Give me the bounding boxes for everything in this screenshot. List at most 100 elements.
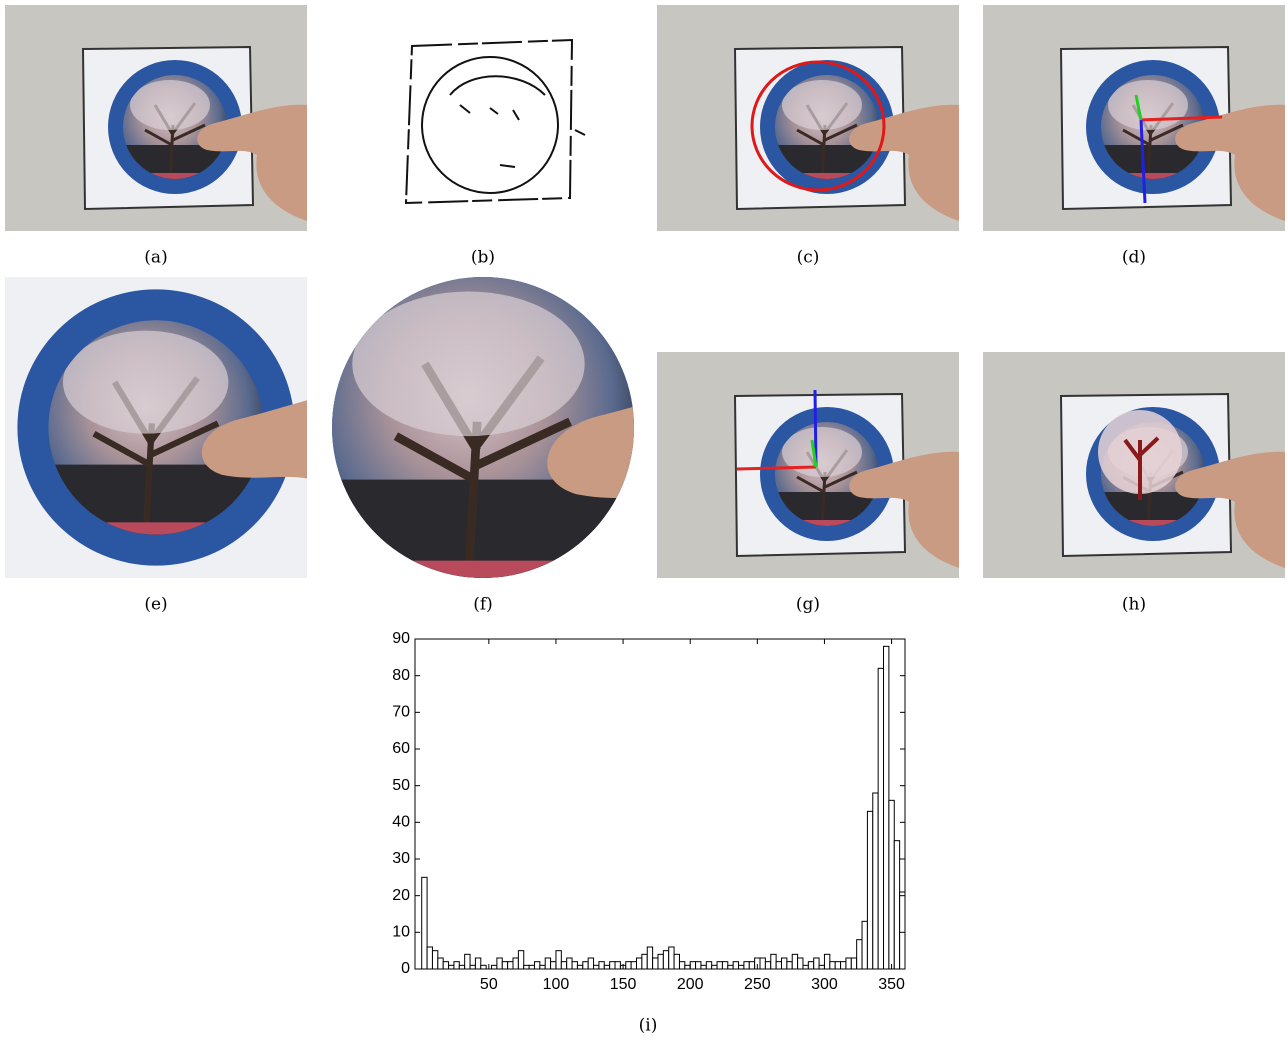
bar [449,965,454,969]
bar [577,965,582,969]
bar [733,962,738,969]
bar [781,958,786,969]
bar [465,954,470,969]
bar [771,954,776,969]
photo [983,5,1285,231]
caption: (i) [639,1016,658,1036]
bar [717,962,722,969]
bar [787,962,792,969]
bar [819,965,824,969]
x-tick-label: 350 [878,976,905,993]
bar [454,962,459,969]
plot-frame [415,639,905,969]
bar [814,958,819,969]
bar [712,965,717,969]
bar [846,958,851,969]
bar [492,965,497,969]
bar [835,962,840,969]
bar [663,951,668,969]
bar [873,793,878,969]
bar [701,965,706,969]
bar [878,668,883,969]
x-tick-label: 150 [610,976,637,993]
bar [594,965,599,969]
bar [658,954,663,969]
bar [679,962,684,969]
bar [551,962,556,969]
bar [669,947,674,969]
bar [432,951,437,969]
bar [567,958,572,969]
bar [776,962,781,969]
y-tick-label: 0 [401,960,410,977]
x-tick-label: 50 [480,976,498,993]
x-tick-label: 300 [811,976,838,993]
photo [657,352,959,578]
bar [808,962,813,969]
bar [862,921,867,969]
bar [443,962,448,969]
bar [427,947,432,969]
bar [690,962,695,969]
bar [744,962,749,969]
bar [631,962,636,969]
bar [529,965,534,969]
bar [626,962,631,969]
caption: (c) [797,248,820,268]
caption: (a) [144,248,167,268]
bar [556,951,561,969]
caption: (e) [144,595,167,615]
bar [792,954,797,969]
y-tick-label: 90 [392,630,410,647]
bar [610,962,615,969]
bar [841,962,846,969]
edge-image [406,40,585,203]
bar [760,958,765,969]
y-tick-label: 60 [392,740,410,757]
bar [502,962,507,969]
photo [5,5,307,231]
bar [739,965,744,969]
bar [894,841,899,969]
caption: (b) [471,248,495,268]
bar [545,958,550,969]
caption: (g) [796,595,820,615]
x-tick-label: 200 [677,976,704,993]
bar [674,954,679,969]
bar [900,892,905,969]
bar [830,962,835,969]
bar [604,965,609,969]
caption: (f) [473,595,493,615]
y-tick-label: 50 [392,777,410,794]
bar [572,962,577,969]
bar [475,958,480,969]
bar [615,962,620,969]
x-tick-label: 250 [744,976,771,993]
bar [588,958,593,969]
figure: (a) (b) (c) (d) (e) (f) (g) (h) (i) 0 10 2… [0,0,1287,1039]
bar [889,800,894,969]
bar [583,962,588,969]
bar [561,962,566,969]
bar [798,958,803,969]
y-tick-label: 10 [392,924,410,941]
bar [696,962,701,969]
photo [657,5,959,231]
bar [637,958,642,969]
bar [685,965,690,969]
bar [481,965,486,969]
bar [722,962,727,969]
bar [803,965,808,969]
bar [765,962,770,969]
bar [728,965,733,969]
bar [540,965,545,969]
y-tick-label: 20 [392,887,410,904]
bar [857,940,862,969]
caption: (h) [1122,595,1146,615]
bar [518,951,523,969]
bar [599,962,604,969]
bar [867,811,872,969]
y-tick-label: 70 [392,704,410,721]
bar [470,965,475,969]
caption: (d) [1122,248,1146,268]
